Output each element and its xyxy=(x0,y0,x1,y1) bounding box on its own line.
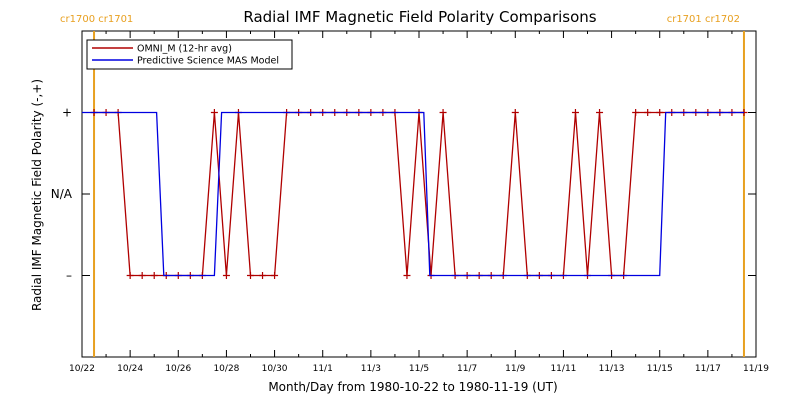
x-tick-label: 11/9 xyxy=(505,364,525,374)
x-tick-label: 11/13 xyxy=(599,364,625,374)
legend-entry-label: OMNI_M (12-hr avg) xyxy=(137,44,232,55)
chart-title: Radial IMF Magnetic Field Polarity Compa… xyxy=(243,8,596,26)
x-tick-label: 11/11 xyxy=(550,364,576,374)
y-axis-label: Radial IMF Magnetic Field Polarity (-,+) xyxy=(30,79,44,311)
x-tick-label: 11/1 xyxy=(313,364,333,374)
data-point-marker xyxy=(511,109,519,116)
carrington-rotation-label: cr1700 cr1701 xyxy=(60,14,133,25)
data-point-marker xyxy=(259,272,267,279)
x-tick-label: 11/5 xyxy=(409,364,429,374)
carrington-rotation-label: cr1701 cr1702 xyxy=(667,14,740,25)
x-tick-label: 10/22 xyxy=(69,364,95,374)
data-point-marker xyxy=(632,109,640,116)
x-tick-label: 11/3 xyxy=(361,364,381,374)
y-tick-label: – xyxy=(66,269,72,283)
data-point-marker xyxy=(571,109,579,116)
x-tick-label: 11/7 xyxy=(457,364,477,374)
legend-box xyxy=(86,39,293,70)
x-tick-label: 10/26 xyxy=(165,364,191,374)
x-tick-label: 11/15 xyxy=(647,364,673,374)
x-tick-label: 10/30 xyxy=(262,364,288,374)
series-line-omni xyxy=(94,111,744,277)
data-point-marker xyxy=(150,272,158,279)
data-point-marker xyxy=(138,272,146,279)
plot-area: 10/22 10/24 10/26 10/28 10/30 11/1 11/3 11/5 11/… xyxy=(51,14,769,374)
x-tick-label: 11/19 xyxy=(743,364,769,374)
legend-entry-label: Predictive Science MAS Model xyxy=(137,56,279,67)
data-point-marker xyxy=(210,109,218,116)
data-point-marker xyxy=(271,272,279,279)
series-line-mas xyxy=(82,111,744,277)
plot-frame xyxy=(81,30,757,358)
data-point-marker xyxy=(126,272,134,279)
data-point-marker xyxy=(644,109,652,116)
data-point-marker xyxy=(656,109,664,116)
data-point-marker xyxy=(439,109,447,116)
data-point-marker xyxy=(596,109,604,116)
data-point-marker xyxy=(247,272,254,279)
y-tick-label: + xyxy=(62,106,72,120)
data-point-marker xyxy=(403,272,411,279)
data-point-marker xyxy=(222,272,230,279)
x-tick-label: 10/28 xyxy=(213,364,239,374)
x-tick-label: 10/24 xyxy=(117,364,143,374)
x-tick-label: 11/17 xyxy=(695,364,721,374)
x-axis-label: Month/Day from 1980-10-22 to 1980-11-19 … xyxy=(268,380,557,394)
y-tick-label: N/A xyxy=(51,187,73,201)
